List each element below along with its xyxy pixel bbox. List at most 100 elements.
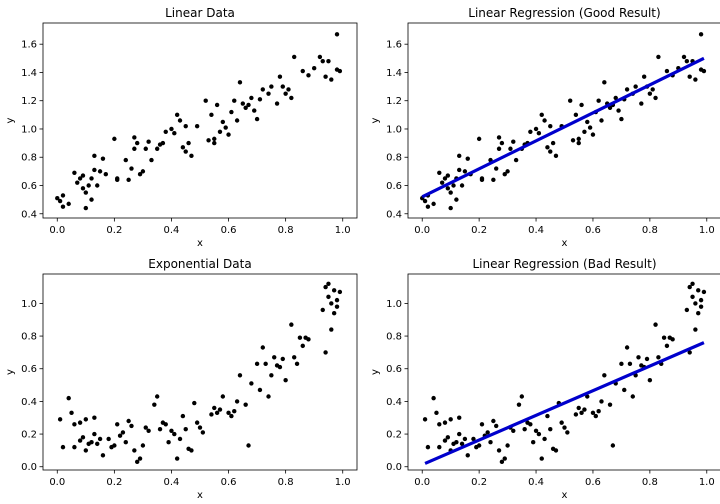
data-point (448, 190, 453, 195)
data-point (488, 440, 493, 445)
data-point (539, 112, 544, 118)
data-point (636, 355, 641, 360)
x-axis-label: x (197, 490, 203, 501)
data-point (86, 183, 91, 188)
y-tick-label: 0.2 (386, 430, 402, 441)
data-point (166, 440, 171, 445)
data-point (237, 373, 243, 378)
data-point (89, 440, 94, 445)
data-point (143, 425, 148, 430)
data-point (234, 399, 240, 404)
data-point (269, 84, 274, 89)
data-point (57, 198, 63, 204)
data-point (690, 294, 695, 300)
chart-panel-2: Linear Regression (Good Result) 0.0 0.2 0.4… (370, 6, 720, 249)
data-point (320, 307, 325, 313)
data-point (437, 444, 442, 450)
y-axis-label: y (5, 369, 16, 375)
data-point (146, 139, 151, 144)
data-point (143, 146, 148, 151)
x-tick-label: 0.2 (471, 225, 487, 236)
data-point (277, 364, 283, 370)
data-point (590, 132, 596, 137)
data-point (653, 95, 658, 101)
data-point (479, 176, 485, 181)
data-point (189, 153, 194, 159)
data-point (531, 440, 536, 445)
data-point (137, 171, 143, 177)
data-point (496, 135, 502, 140)
y-tick-label: 1.0 (21, 299, 37, 310)
data-point (115, 422, 120, 427)
data-point (294, 361, 300, 367)
data-point (693, 77, 698, 82)
y-tick-label: 0.8 (386, 153, 402, 164)
y-tick-label: 1.6 (21, 40, 37, 51)
data-point (496, 146, 502, 151)
data-point (246, 443, 251, 448)
data-point (323, 350, 328, 355)
data-point (539, 456, 544, 461)
data-point (499, 140, 505, 146)
x-tick-label: 0.6 (585, 225, 601, 236)
data-point (323, 284, 328, 290)
data-point (437, 422, 442, 427)
data-point (457, 153, 462, 159)
data-point (619, 116, 624, 122)
data-point (286, 87, 291, 92)
data-point (89, 176, 94, 181)
data-point (533, 126, 539, 132)
data-point (596, 409, 601, 414)
data-point (55, 196, 60, 201)
data-point (174, 456, 180, 461)
y-tick-label: 0.4 (386, 209, 402, 220)
data-point (326, 294, 331, 300)
y-tick-label: 0.0 (21, 462, 37, 473)
data-point (536, 431, 542, 437)
x-tick-label: 0.8 (642, 477, 658, 488)
data-point (528, 422, 533, 427)
data-point (260, 87, 265, 92)
data-point (212, 140, 217, 146)
data-point (624, 345, 630, 350)
data-point (220, 394, 226, 399)
data-point (60, 204, 66, 209)
x-tick-label: 0.4 (164, 225, 180, 236)
data-point (283, 91, 288, 96)
data-point (334, 32, 340, 37)
data-point (75, 180, 80, 185)
data-point (442, 438, 448, 443)
y-tick-label: 1.2 (386, 96, 402, 107)
data-point (246, 102, 251, 108)
data-point (126, 418, 131, 424)
data-point (698, 304, 704, 309)
data-point (653, 322, 658, 327)
x-tick-label: 1.0 (335, 225, 351, 236)
data-point (479, 422, 485, 427)
x-tick-label: 0.0 (414, 225, 430, 236)
data-point (217, 407, 223, 412)
data-point (641, 74, 647, 79)
data-point (502, 456, 507, 461)
y-tick-label: 0.6 (386, 364, 402, 375)
data-point (203, 98, 208, 103)
data-point (92, 167, 97, 173)
data-point (100, 156, 106, 161)
plot-frame (42, 273, 358, 471)
data-point (180, 145, 186, 150)
data-point (289, 322, 294, 327)
data-point (60, 193, 66, 198)
data-point (471, 436, 476, 442)
data-point (72, 444, 77, 450)
data-point (548, 426, 553, 432)
data-point (83, 190, 89, 195)
data-point (573, 412, 579, 417)
data-point (596, 98, 601, 103)
x-tick-label: 0.0 (414, 477, 430, 488)
data-point (701, 68, 707, 74)
data-point (627, 361, 633, 367)
data-point (180, 413, 186, 419)
data-point (459, 441, 465, 447)
data-point (494, 423, 499, 429)
data-point (434, 410, 439, 416)
